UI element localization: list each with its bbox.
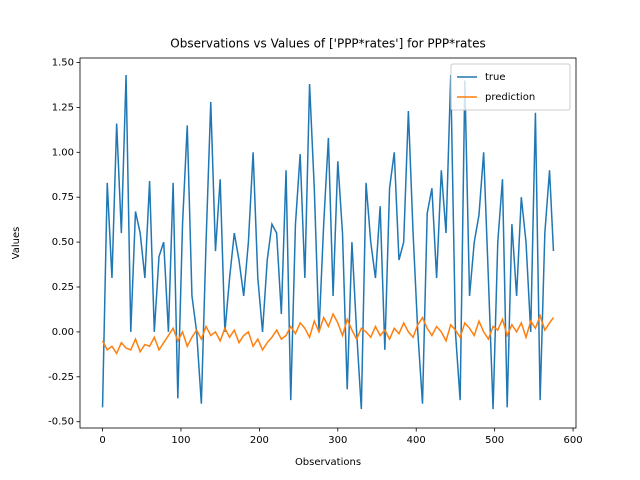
x-tick-label: 200 xyxy=(250,435,269,446)
y-tick-label: 0.25 xyxy=(52,282,74,293)
x-tick-label: 100 xyxy=(171,435,190,446)
y-tick-label: 0.75 xyxy=(52,192,74,203)
x-tick-label: 600 xyxy=(564,435,583,446)
y-tick-label: -0.25 xyxy=(48,372,74,383)
y-tick-label: 1.25 xyxy=(52,102,74,113)
x-tick-label: 400 xyxy=(407,435,426,446)
x-tick-label: 0 xyxy=(99,435,105,446)
x-tick-label: 500 xyxy=(485,435,504,446)
legend: true prediction xyxy=(450,63,571,111)
legend-label: prediction xyxy=(485,92,535,103)
legend-box xyxy=(450,63,571,111)
plot-frame xyxy=(79,57,577,429)
x-tick-label: 300 xyxy=(328,435,347,446)
chart-title: Observations vs Values of ['PPP*rates'] … xyxy=(170,37,485,51)
series-line xyxy=(101,75,555,410)
y-tick-label: 0.00 xyxy=(52,327,74,338)
legend-label: true xyxy=(485,72,506,83)
y-tick-label: 0.50 xyxy=(52,237,74,248)
y-axis-label: Values xyxy=(11,227,22,260)
y-tick-label: 1.00 xyxy=(52,147,74,158)
series-line xyxy=(101,312,555,356)
x-axis-label: Observations xyxy=(295,457,361,468)
y-tick-label: 1.50 xyxy=(52,57,74,68)
y-tick-label: -0.50 xyxy=(48,417,74,428)
